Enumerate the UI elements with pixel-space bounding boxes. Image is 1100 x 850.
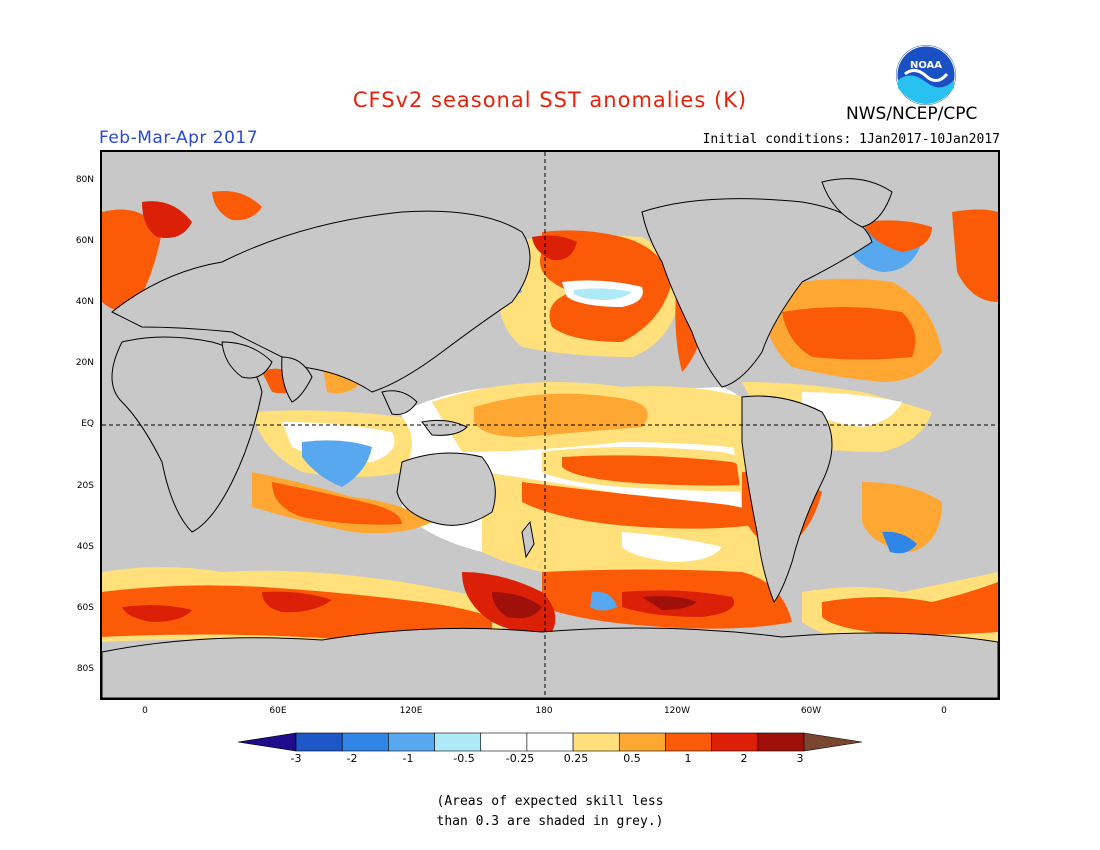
- lon-label-120w: 120W: [663, 706, 691, 716]
- lon-label-120e: 120E: [399, 706, 423, 716]
- scale-label: -2: [346, 752, 358, 765]
- lat-label-40s: 40S: [76, 542, 94, 552]
- skill-note: (Areas of expected skill less than 0.3 a…: [0, 792, 1100, 832]
- lat-label-40n: 40N: [75, 297, 94, 307]
- forecast-period: Feb-Mar-Apr 2017: [99, 128, 259, 148]
- logo-text: NOAA: [910, 60, 942, 71]
- scale-label: -0.5: [453, 752, 475, 765]
- scale-label: 0.5: [623, 752, 641, 765]
- lat-label-60n: 60N: [75, 236, 94, 246]
- lat-label-20s: 20S: [76, 481, 94, 491]
- scale-label: -1: [402, 752, 414, 765]
- sst-anomaly-map: [100, 150, 1000, 700]
- lat-label-20n: 20N: [75, 358, 94, 368]
- color-scale-bar: [237, 732, 863, 752]
- lon-label-60e: 60E: [269, 706, 287, 716]
- lon-label-180: 180: [535, 706, 553, 716]
- lon-label-60w: 60W: [800, 706, 822, 716]
- scale-swatch: [665, 732, 712, 752]
- scale-swatch: [618, 732, 666, 752]
- scale-label: 3: [796, 752, 804, 765]
- scale-label: 0.25: [563, 752, 589, 765]
- scale-swatch: [572, 732, 620, 752]
- scale-swatch: [295, 732, 343, 752]
- scale-swatch: [711, 732, 759, 752]
- scale-arrow-low: [237, 732, 297, 752]
- scale-swatch: [526, 732, 574, 752]
- lat-label-80n: 80N: [75, 175, 94, 185]
- scale-swatch: [388, 732, 435, 752]
- scale-swatch: [341, 732, 389, 752]
- lon-label-0-right: 0: [941, 706, 947, 716]
- scale-swatch: [480, 732, 528, 752]
- lat-label-60s: 60S: [76, 603, 94, 613]
- scale-arrow-high: [803, 732, 863, 752]
- skill-note-line: (Areas of expected skill less: [436, 794, 664, 809]
- scale-label: -3: [290, 752, 302, 765]
- lon-label-0: 0: [142, 706, 148, 716]
- scale-label: -0.25: [505, 752, 535, 765]
- scale-swatch: [757, 732, 805, 752]
- scale-label: 1: [684, 752, 692, 765]
- scale-swatch: [434, 732, 482, 752]
- skill-note-line: than 0.3 are shaded in grey.): [436, 814, 664, 829]
- lat-label-80s: 80S: [76, 664, 94, 674]
- map-title: CFSv2 seasonal SST anomalies (K): [352, 88, 748, 112]
- scale-label: 2: [740, 752, 748, 765]
- lat-label-eq: EQ: [81, 419, 94, 429]
- noaa-logo: NOAA: [895, 44, 957, 106]
- agency-label: NWS/NCEP/CPC: [846, 104, 978, 124]
- continent-outlines: [102, 178, 998, 698]
- initial-conditions: Initial conditions: 1Jan2017-10Jan2017: [702, 132, 1000, 147]
